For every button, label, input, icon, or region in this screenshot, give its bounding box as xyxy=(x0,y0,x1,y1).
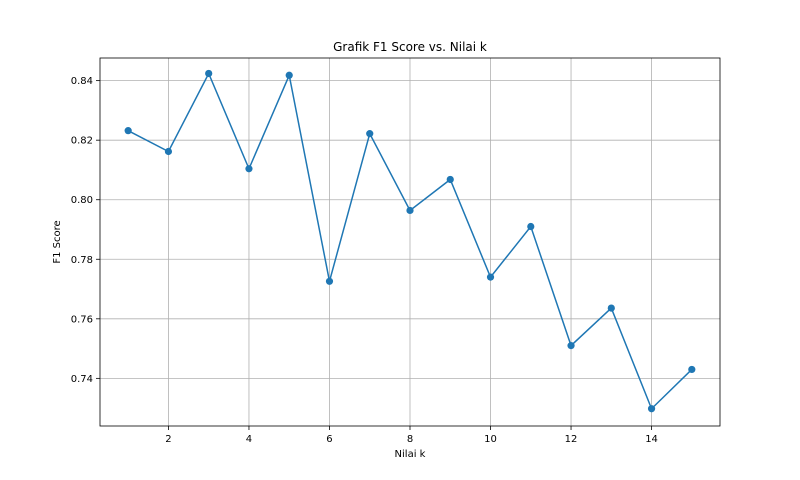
data-point-k1 xyxy=(124,127,132,135)
y-tick-label: 0.84 xyxy=(71,76,93,87)
axis-ticks: 2 4 6 8 10 12 14 0.74 0.76 0.78 0.80 0.82 0.84 xyxy=(71,76,658,445)
x-tick-label: 8 xyxy=(407,434,413,445)
data-point-k15 xyxy=(688,365,696,374)
x-tick-label: 12 xyxy=(565,434,578,445)
x-tick-label: 10 xyxy=(484,434,497,445)
y-tick-label: 0.74 xyxy=(71,374,93,385)
data-point-k5 xyxy=(285,71,293,79)
series-layer xyxy=(124,69,696,413)
x-axis-label: Nilai k xyxy=(395,449,426,460)
data-point-k9 xyxy=(446,175,454,184)
x-tick-label: 14 xyxy=(645,434,658,445)
y-axis-label: F1 Score xyxy=(52,220,63,263)
data-point-k4 xyxy=(245,165,253,173)
x-tick-label: 4 xyxy=(246,434,252,445)
data-point-k11 xyxy=(527,222,535,231)
y-tick-label: 0.76 xyxy=(71,314,93,325)
y-tick-label: 0.80 xyxy=(71,195,93,206)
y-tick-label: 0.78 xyxy=(71,255,93,266)
data-point-k8 xyxy=(406,206,414,215)
x-tick-label: 2 xyxy=(165,434,171,445)
data-point-k13 xyxy=(607,304,615,312)
data-point-k3 xyxy=(205,69,213,78)
data-point-k14 xyxy=(647,405,656,413)
data-point-k2 xyxy=(164,147,173,156)
data-point-k10 xyxy=(486,273,495,281)
data-point-k6 xyxy=(325,277,334,285)
grid-lines xyxy=(100,58,720,426)
y-tick-label: 0.82 xyxy=(71,136,93,147)
x-tick-label: 6 xyxy=(326,434,332,445)
data-point-k12 xyxy=(567,342,575,350)
data-point-k7 xyxy=(366,130,374,138)
chart-title: Grafik F1 Score vs. Nilai k xyxy=(333,40,487,54)
